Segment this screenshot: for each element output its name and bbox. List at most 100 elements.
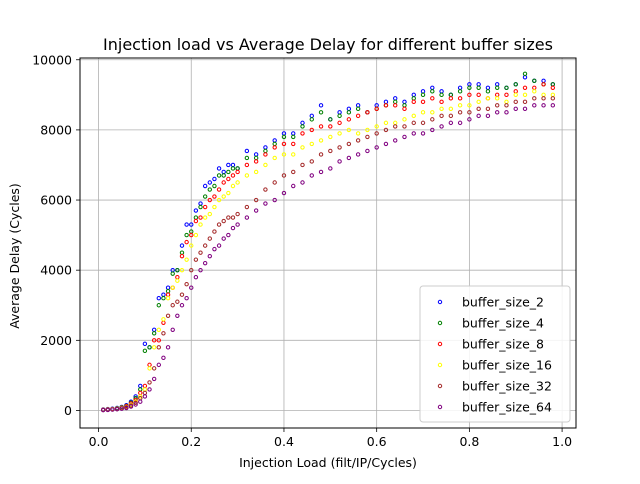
data-point bbox=[263, 201, 268, 206]
data-point bbox=[430, 96, 435, 101]
legend-marker bbox=[437, 383, 443, 389]
data-point bbox=[216, 166, 222, 171]
data-point bbox=[226, 162, 231, 168]
data-point bbox=[202, 204, 208, 210]
data-point bbox=[532, 78, 537, 83]
data-point bbox=[184, 239, 189, 245]
data-point bbox=[383, 127, 389, 133]
data-point bbox=[346, 110, 352, 115]
data-point bbox=[281, 134, 287, 140]
y-tick-label: 6000 bbox=[40, 193, 72, 208]
data-point bbox=[198, 222, 203, 227]
data-point bbox=[439, 124, 444, 129]
data-point bbox=[550, 85, 556, 91]
data-point bbox=[216, 173, 222, 178]
data-point bbox=[494, 110, 500, 115]
data-point bbox=[337, 113, 342, 119]
data-point bbox=[124, 405, 129, 411]
data-point bbox=[346, 117, 352, 122]
data-point bbox=[411, 131, 416, 136]
data-point bbox=[291, 152, 296, 157]
data-point bbox=[226, 215, 231, 220]
data-point bbox=[226, 176, 231, 182]
data-point bbox=[147, 387, 152, 392]
data-point bbox=[221, 180, 226, 185]
data-point bbox=[513, 99, 518, 105]
data-point bbox=[184, 296, 189, 301]
data-point bbox=[541, 103, 546, 108]
data-point bbox=[230, 215, 236, 220]
data-point bbox=[328, 166, 333, 171]
data-point bbox=[309, 127, 314, 133]
data-point bbox=[110, 407, 115, 412]
data-point bbox=[253, 169, 259, 175]
data-point bbox=[216, 222, 222, 227]
data-point bbox=[365, 110, 370, 115]
data-point bbox=[328, 134, 333, 140]
data-point bbox=[202, 260, 208, 266]
data-point bbox=[467, 92, 472, 98]
legend-marker bbox=[437, 362, 443, 368]
data-point bbox=[235, 180, 240, 185]
y-tick-label: 4000 bbox=[40, 263, 72, 278]
data-point bbox=[365, 134, 370, 140]
data-point bbox=[374, 124, 379, 129]
legend-marker bbox=[437, 341, 443, 347]
data-point bbox=[504, 85, 509, 91]
data-point bbox=[151, 366, 157, 371]
data-point bbox=[300, 162, 305, 168]
x-tick-label: 0.8 bbox=[459, 434, 479, 449]
data-point bbox=[337, 131, 342, 136]
data-point bbox=[207, 211, 212, 217]
legend-marker bbox=[437, 299, 443, 305]
data-point bbox=[230, 225, 236, 231]
data-point bbox=[216, 243, 222, 248]
data-point bbox=[420, 99, 426, 105]
data-point bbox=[504, 92, 509, 98]
data-point bbox=[100, 407, 106, 413]
y-tick-label: 8000 bbox=[40, 122, 72, 137]
data-point bbox=[318, 138, 324, 143]
data-point bbox=[291, 141, 296, 147]
data-point bbox=[476, 85, 481, 91]
data-point bbox=[156, 303, 162, 308]
data-point bbox=[374, 106, 379, 112]
data-point bbox=[281, 141, 287, 147]
data-point bbox=[142, 348, 148, 354]
data-point bbox=[300, 131, 305, 136]
data-point bbox=[522, 71, 528, 76]
data-point bbox=[513, 92, 518, 98]
data-point bbox=[198, 267, 203, 273]
x-tick-label: 1.0 bbox=[552, 434, 572, 449]
data-point bbox=[439, 99, 444, 105]
data-point bbox=[263, 162, 268, 168]
data-point bbox=[165, 296, 171, 301]
data-point bbox=[411, 113, 416, 119]
data-point bbox=[494, 103, 500, 108]
data-point bbox=[207, 180, 212, 185]
data-point bbox=[457, 103, 463, 108]
data-point bbox=[161, 355, 166, 361]
legend-label: buffer_size_4 bbox=[462, 316, 544, 331]
chart-title: Injection load vs Average Delay for diff… bbox=[103, 35, 553, 54]
data-point bbox=[161, 331, 166, 336]
data-point bbox=[226, 232, 231, 238]
data-point bbox=[156, 362, 162, 368]
data-point bbox=[476, 92, 481, 98]
data-point bbox=[355, 138, 361, 143]
data-point bbox=[133, 400, 138, 405]
data-point bbox=[355, 113, 361, 119]
data-point bbox=[230, 166, 236, 171]
data-point bbox=[207, 236, 212, 241]
data-point bbox=[337, 120, 342, 126]
grid bbox=[80, 58, 576, 428]
data-point bbox=[156, 338, 162, 343]
data-point bbox=[383, 141, 389, 147]
data-point bbox=[430, 117, 435, 122]
data-point bbox=[309, 173, 314, 178]
data-point bbox=[532, 103, 537, 108]
data-point bbox=[193, 232, 199, 238]
data-point bbox=[411, 99, 416, 105]
data-point bbox=[184, 257, 189, 262]
